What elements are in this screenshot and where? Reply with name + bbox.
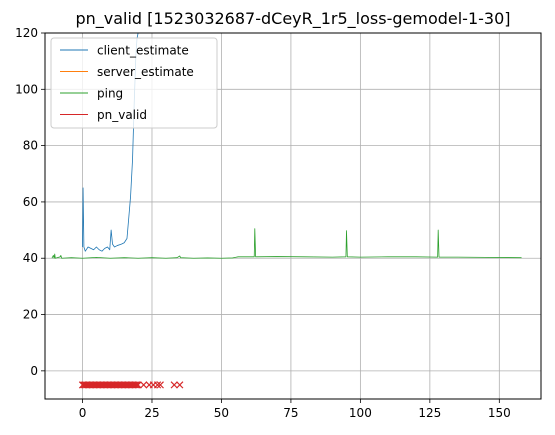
pn-valid-marker — [170, 381, 178, 389]
y-tick-label: 20 — [23, 308, 38, 322]
y-tick-label: 120 — [15, 26, 38, 40]
series-layer — [51, 33, 522, 389]
series-line-client_estimate — [82, 33, 139, 252]
pn-valid-marker — [134, 381, 142, 389]
chart-title: pn_valid [1523032687-dCeyR_1r5_loss-gemo… — [75, 9, 510, 29]
axes-frame — [44, 32, 542, 400]
pn-valid-marker — [133, 381, 141, 389]
axis-ticks: 0 25 50 75 100 125 150 0 20 40 60 80 100 120 — [15, 26, 511, 420]
legend-label: server_estimate — [97, 65, 194, 79]
x-tick-label: 50 — [214, 406, 229, 420]
pn-valid-marker — [153, 381, 162, 389]
legend-label: ping — [97, 87, 123, 101]
pn-valid-marker — [131, 381, 139, 389]
series-line-ping — [51, 228, 522, 259]
pn-valid-marker — [176, 381, 184, 389]
x-tick-label: 0 — [79, 406, 87, 420]
y-tick-label: 0 — [30, 364, 38, 378]
x-tick-label: 25 — [144, 406, 159, 420]
x-tick-label: 150 — [488, 406, 511, 420]
x-tick-label: 100 — [349, 406, 372, 420]
legend-label: pn_valid — [97, 108, 147, 122]
x-tick-label: 125 — [418, 406, 441, 420]
y-tick-label: 60 — [23, 195, 38, 209]
y-tick-label: 80 — [23, 139, 38, 153]
legend-label: client_estimate — [97, 44, 189, 58]
y-tick-label: 100 — [15, 82, 38, 96]
x-tick-label: 75 — [283, 406, 298, 420]
pn-valid-marker — [156, 381, 164, 389]
pn-valid-marker — [140, 381, 148, 389]
y-tick-label: 40 — [23, 251, 38, 265]
legend-box — [50, 37, 218, 129]
